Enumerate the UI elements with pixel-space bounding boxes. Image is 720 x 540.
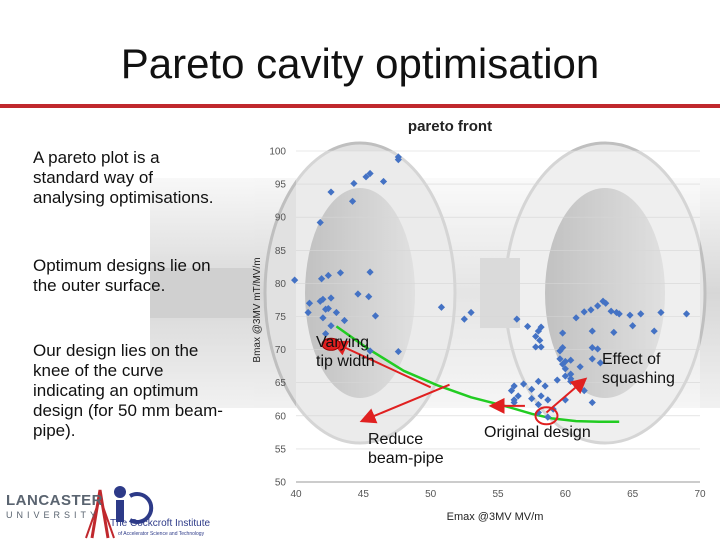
- scatter-point: [534, 377, 542, 385]
- institution-logos: [85, 486, 154, 539]
- scatter-point: [629, 322, 637, 330]
- scatter-point: [580, 308, 588, 316]
- scatter-point: [394, 347, 402, 356]
- x-tick-label: 45: [358, 489, 370, 500]
- scatter-point: [317, 275, 326, 283]
- reduced-design-marker: [321, 337, 341, 351]
- scatter-point: [637, 310, 645, 318]
- title-underline: [0, 104, 720, 108]
- scatter-point: [576, 363, 584, 371]
- scatter-point: [348, 197, 357, 205]
- x-tick-label: 65: [627, 489, 639, 500]
- scatter-point: [650, 327, 658, 335]
- y-tick-label: 100: [269, 147, 286, 158]
- scatter-point: [379, 177, 388, 186]
- scatter-point: [316, 218, 324, 227]
- annotation-reduce-beam-pipe: Reduce beam-pipe: [368, 431, 444, 467]
- annotation-effect-of-squashing: Effect of squashing: [602, 351, 675, 387]
- scatter-point: [556, 347, 564, 355]
- x-tick-label: 70: [694, 489, 706, 500]
- x-tick-label: 40: [290, 489, 302, 500]
- annotation-arrow: [545, 377, 588, 414]
- scatter-point: [510, 398, 518, 407]
- y-tick-label: 75: [275, 312, 287, 323]
- scatter-point: [572, 314, 580, 322]
- y-tick-label: 55: [275, 444, 287, 455]
- scatter-point: [336, 269, 345, 277]
- annotation-arrow: [359, 383, 450, 424]
- original-design-highlight: [534, 406, 559, 426]
- scatter-point: [354, 290, 362, 298]
- scatter-point: [304, 308, 312, 317]
- y-tick-label: 95: [275, 180, 287, 191]
- scatter-point: [541, 382, 549, 390]
- scatter-point: [559, 360, 567, 368]
- x-axis-label: Emax @3MV MV/m: [447, 511, 544, 523]
- scatter-point: [588, 327, 596, 335]
- slide-title: Pareto cavity optimisation: [120, 40, 600, 87]
- annotation-original-design: Original design: [484, 424, 591, 441]
- scatter-point: [602, 299, 610, 307]
- scatter-point: [561, 357, 569, 366]
- scatter-point: [599, 297, 607, 305]
- x-tick-label: 60: [560, 489, 572, 500]
- cockcroft-logo-text: The Cockcroft Institute: [110, 518, 211, 529]
- scatter-point: [682, 310, 691, 318]
- y-tick-label: 60: [275, 411, 287, 422]
- scatter-point: [561, 365, 569, 373]
- annotation-arrow: [331, 340, 432, 389]
- y-tick-label: 85: [275, 246, 287, 257]
- scatter-point: [594, 345, 602, 353]
- paragraph-our-design: Our design lies on the knee of the curve…: [33, 341, 223, 440]
- scatter-point: [615, 310, 623, 318]
- scatter-point: [514, 392, 522, 400]
- university-logo-text: UNIVERSITY: [6, 510, 101, 520]
- scatter-point: [610, 328, 618, 336]
- paragraph-optimum-designs: Optimum designs lie on the outer surface…: [33, 256, 211, 295]
- scatter-point: [507, 387, 516, 395]
- scatter-point: [528, 394, 536, 403]
- scatter-point: [513, 315, 521, 323]
- y-tick-label: 80: [275, 279, 287, 290]
- scatter-point: [587, 306, 595, 314]
- lancaster-logo-text: LANCASTER: [6, 492, 103, 509]
- y-tick-label: 90: [275, 213, 287, 224]
- y-tick-label: 65: [275, 378, 287, 389]
- scatter-point: [534, 400, 542, 409]
- scatter-point: [544, 396, 552, 404]
- scatter-point: [536, 336, 544, 344]
- annotation-varying-tip-width: Varying tip width: [316, 334, 375, 370]
- y-axis-label: Bmax @3MV mT/MV/m: [252, 257, 263, 362]
- y-tick-label: 50: [275, 478, 287, 489]
- chart-title: pareto front: [408, 118, 492, 135]
- scatter-point: [519, 380, 528, 388]
- scatter-point: [626, 311, 634, 319]
- scatter-point: [561, 372, 569, 380]
- scatter-point: [612, 308, 621, 317]
- scatter-point: [544, 413, 552, 421]
- scatter-point: [588, 398, 596, 407]
- x-tick-label: 50: [425, 489, 437, 500]
- scatter-point: [524, 322, 532, 331]
- scatter-point: [553, 376, 561, 384]
- scatter-point: [537, 392, 545, 400]
- scatter-point: [437, 303, 446, 311]
- cockcroft-logo-subtext: of Accelerator Science and Technology: [118, 531, 205, 537]
- pareto-chart: 50 55 60 65 70 75 80 85 90 95 100 40 45 50 55 60 65 70 pa…: [252, 118, 706, 523]
- scatter-point: [567, 370, 575, 378]
- x-tick-label: 55: [492, 489, 504, 500]
- scatter-point: [561, 396, 569, 404]
- scatter-point: [534, 327, 542, 335]
- scatter-point: [588, 355, 596, 363]
- scatter-point: [588, 344, 596, 352]
- cockcroft-logo-icon: [85, 486, 154, 539]
- scatter-point: [559, 329, 567, 337]
- scatter-point: [528, 385, 536, 393]
- scatter-point: [534, 408, 542, 417]
- scatter-point: [366, 268, 374, 276]
- scatter-point: [394, 156, 402, 164]
- paragraph-pareto-intro: A pareto plot is a standard way of analy…: [33, 148, 214, 207]
- scatter-point: [510, 382, 518, 390]
- y-tick-label: 70: [275, 345, 287, 356]
